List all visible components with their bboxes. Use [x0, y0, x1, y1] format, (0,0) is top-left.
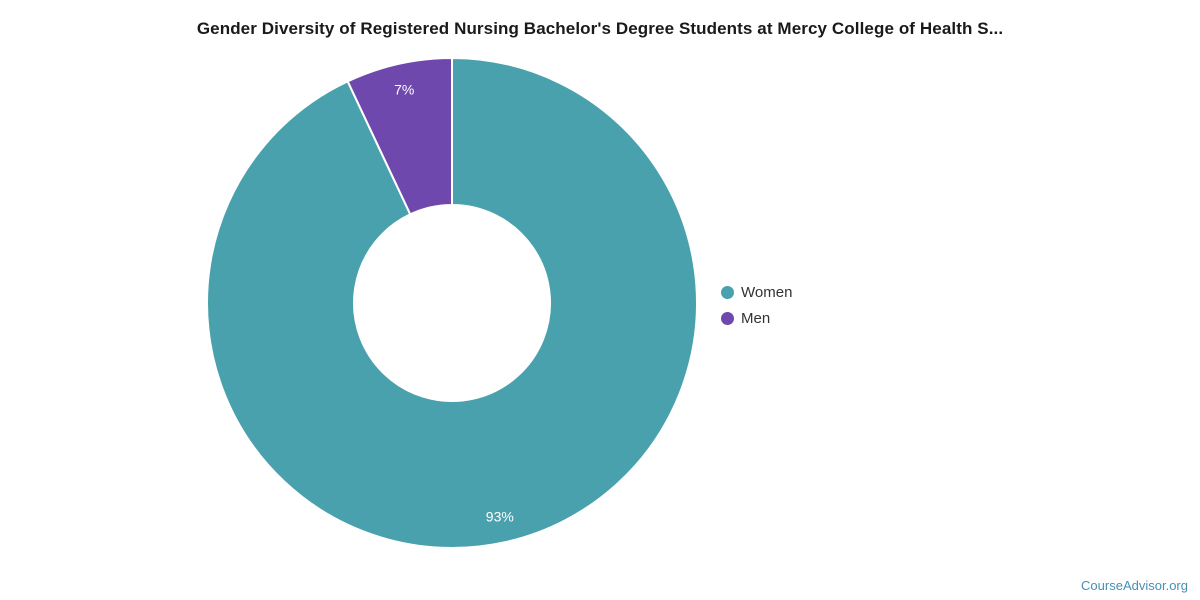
chart-title: Gender Diversity of Registered Nursing B…	[196, 19, 1004, 38]
legend: Women Men	[721, 279, 792, 331]
watermark-link[interactable]: CourseAdvisor.org	[1081, 578, 1188, 593]
legend-marker-women-icon	[721, 285, 734, 299]
pie-slice-men[interactable]	[346, 57, 453, 216]
legend-item-men[interactable]: Men	[721, 305, 792, 331]
data-label-men: 7%	[394, 81, 414, 97]
pie-slice-women[interactable]	[206, 57, 698, 549]
legend-marker-men-icon	[721, 311, 734, 325]
data-label-women: 93%	[486, 509, 514, 525]
legend-item-women[interactable]: Women	[721, 279, 792, 305]
legend-label-men: Men	[741, 309, 771, 327]
legend-label-women: Women	[741, 283, 793, 301]
